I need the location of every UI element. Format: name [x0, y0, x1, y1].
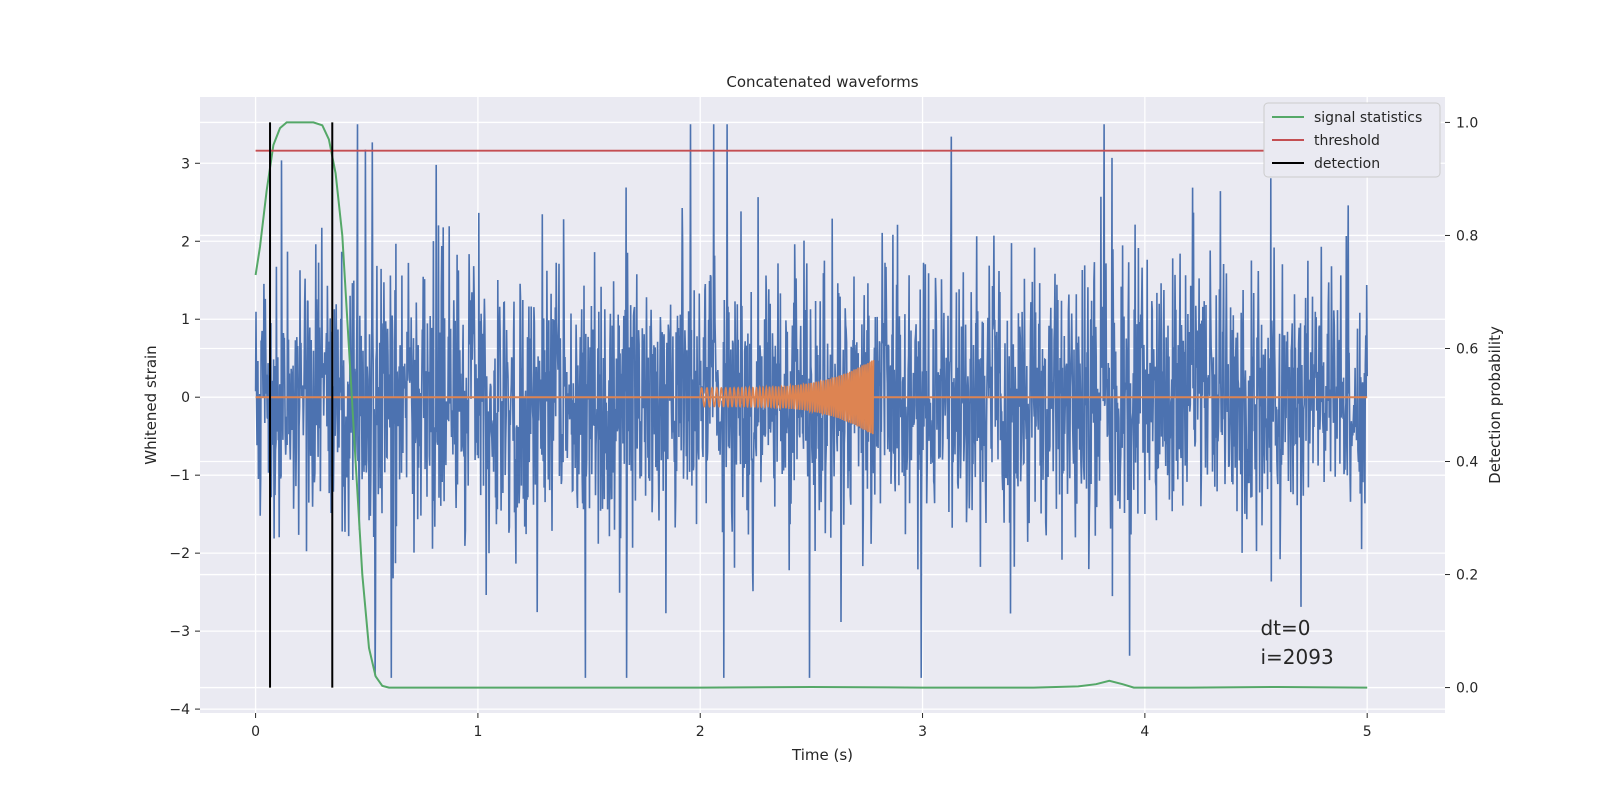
- y-tick-label-left: 0: [181, 390, 190, 406]
- annotations: dt=0 i=2093: [1260, 616, 1333, 669]
- signal-statistics-line: [254, 121, 1368, 689]
- y-axis-label-right: Detection probability: [1486, 326, 1504, 484]
- annotation-dt: dt=0: [1260, 616, 1310, 640]
- axis-ticks: 0 1 2 3 4 5 −4 −3 −2 −1 0 1 2 3 0.0 0.2 0.4 0.6 0.8 1.0: [169, 115, 1478, 740]
- chart-title: Concatenated waveforms: [726, 73, 918, 91]
- y-tick-label-right: 0.6: [1456, 341, 1478, 357]
- y-tick-label-left: −4: [169, 702, 190, 718]
- y-tick-label-left: −1: [169, 468, 190, 484]
- y-tick-label-left: 1: [181, 312, 190, 328]
- y-tick-label-left: 2: [181, 234, 190, 250]
- y-tick-label-left: 3: [181, 156, 190, 172]
- chirp-line: [699, 360, 875, 435]
- chirp-template-series: [255, 360, 1368, 435]
- legend-label-detection: detection: [1314, 156, 1380, 172]
- strain-noise-line: [254, 124, 1368, 678]
- legend: signal statistics threshold detection: [1263, 102, 1441, 178]
- x-tick-label: 0: [251, 724, 260, 740]
- x-tick-label: 3: [918, 724, 927, 740]
- x-tick-label: 4: [1140, 724, 1149, 740]
- legend-label-signal-statistics: signal statistics: [1314, 110, 1422, 126]
- y-tick-label-right: 0.2: [1456, 568, 1478, 584]
- x-tick-label: 1: [473, 724, 482, 740]
- y-tick-label-right: 0.8: [1456, 228, 1478, 244]
- x-axis-label: Time (s): [791, 746, 853, 764]
- legend-label-threshold: threshold: [1314, 133, 1380, 149]
- y-tick-label-right: 1.0: [1456, 115, 1478, 131]
- x-tick-label: 5: [1363, 724, 1372, 740]
- legend-box: [1263, 102, 1441, 178]
- y-tick-label-left: −3: [169, 624, 190, 640]
- y-tick-label-right: 0.4: [1456, 455, 1478, 471]
- y-tick-label-left: −2: [169, 546, 190, 562]
- y-axis-label-left: Whitened strain: [142, 345, 160, 464]
- annotation-i: i=2093: [1260, 645, 1333, 669]
- signal-statistics-series: [254, 121, 1368, 689]
- detection-series: [269, 122, 334, 688]
- strain-noise-series: [254, 124, 1368, 678]
- y-tick-label-right: 0.0: [1456, 681, 1478, 697]
- x-tick-label: 2: [696, 724, 705, 740]
